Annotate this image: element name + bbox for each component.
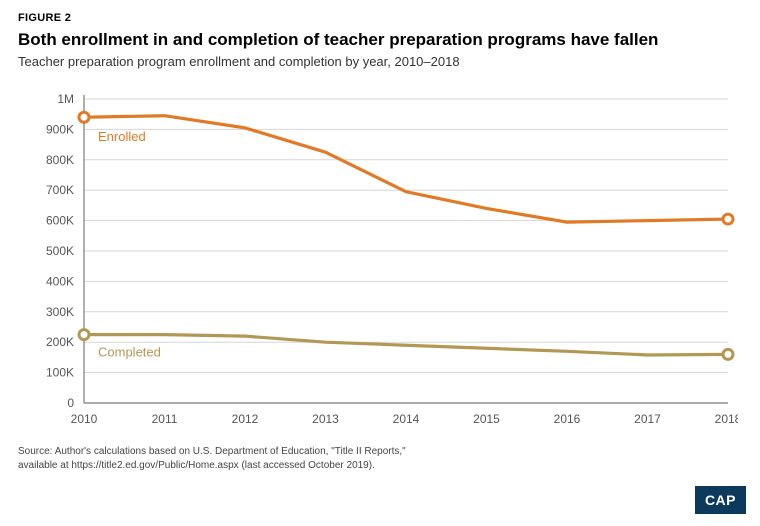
svg-text:2018: 2018 — [715, 412, 738, 426]
chart-area: 0 100K 200K 300K 400K 500K 600K 700K 800K 900K 1M 2… — [18, 79, 738, 439]
svg-text:Completed: Completed — [98, 345, 161, 360]
figure-label: FIGURE 2 — [18, 12, 742, 24]
svg-text:800K: 800K — [46, 153, 74, 167]
source-line-1: Source: Author's calculations based on U… — [18, 446, 406, 457]
svg-text:700K: 700K — [46, 183, 74, 197]
svg-text:300K: 300K — [46, 305, 74, 319]
chart-title: Both enrollment in and completion of tea… — [18, 30, 742, 50]
source-note: Source: Author's calculations based on U… — [18, 445, 618, 472]
svg-text:600K: 600K — [46, 214, 74, 228]
svg-text:1M: 1M — [57, 92, 74, 106]
svg-text:2014: 2014 — [393, 412, 420, 426]
svg-text:2013: 2013 — [312, 412, 339, 426]
svg-text:500K: 500K — [46, 244, 74, 258]
svg-text:2015: 2015 — [473, 412, 500, 426]
chart-subtitle: Teacher preparation program enrollment a… — [18, 54, 742, 69]
line-chart: 0 100K 200K 300K 400K 500K 600K 700K 800K 900K 1M 2… — [18, 79, 738, 439]
svg-text:0: 0 — [67, 396, 74, 410]
svg-text:100K: 100K — [46, 366, 74, 380]
svg-text:2011: 2011 — [152, 412, 178, 426]
source-line-2: available at https://title2.ed.gov/Publi… — [18, 460, 375, 471]
svg-text:2010: 2010 — [71, 412, 98, 426]
chart-container: FIGURE 2 Both enrollment in and completi… — [0, 0, 760, 480]
svg-text:2016: 2016 — [554, 412, 581, 426]
svg-text:900K: 900K — [46, 122, 74, 136]
svg-text:2017: 2017 — [634, 412, 661, 426]
svg-text:400K: 400K — [46, 274, 74, 288]
svg-text:200K: 200K — [46, 335, 74, 349]
svg-text:Enrolled: Enrolled — [98, 129, 146, 144]
svg-text:2012: 2012 — [232, 412, 259, 426]
cap-badge: CAP — [695, 486, 746, 514]
